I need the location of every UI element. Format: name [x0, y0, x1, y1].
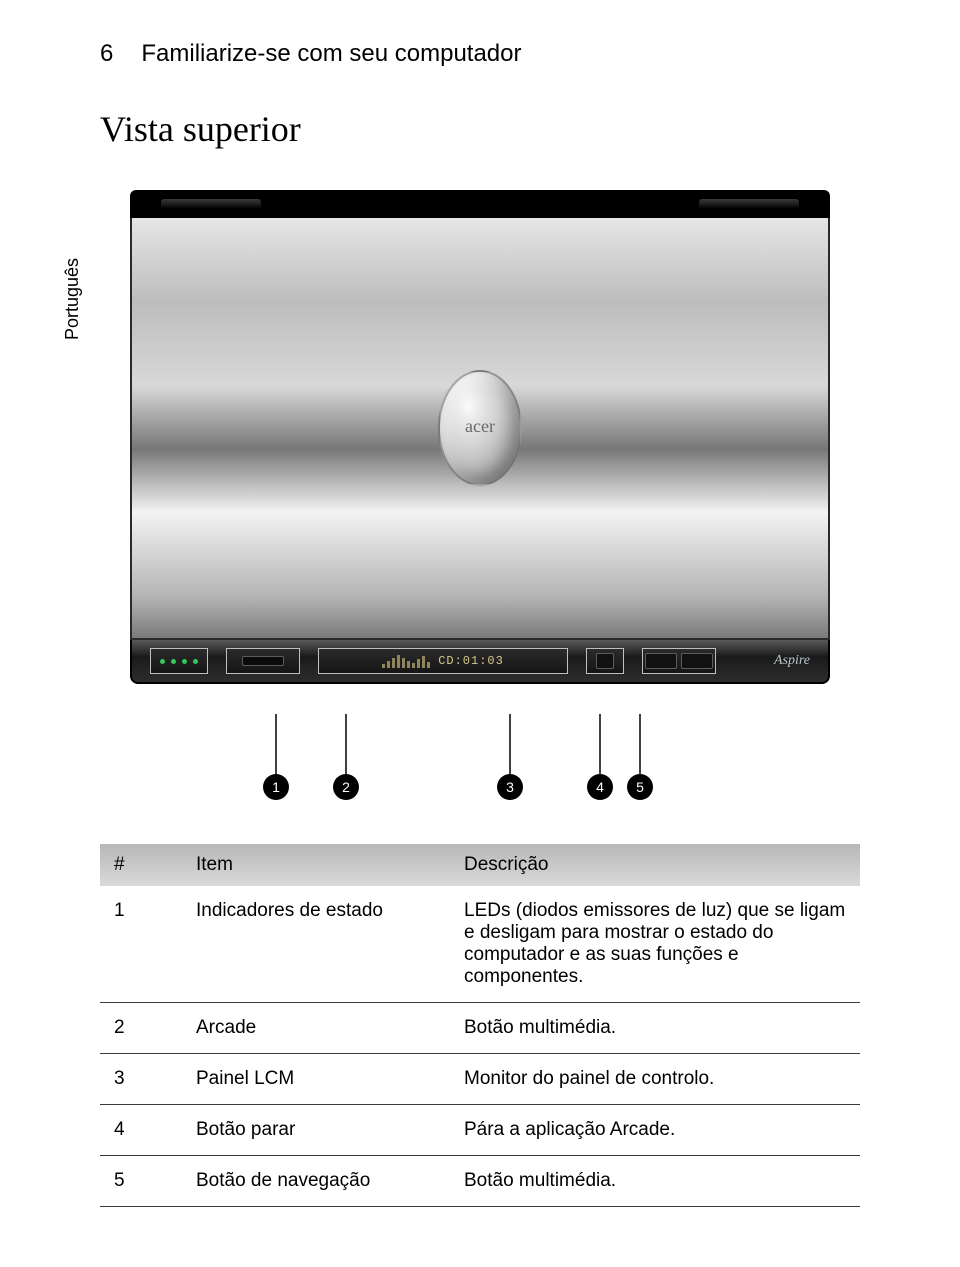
cell-item: Botão parar — [182, 1105, 450, 1156]
arcade-slot-icon — [242, 656, 284, 666]
section-title: Vista superior — [100, 108, 860, 150]
language-tab: Português — [62, 258, 83, 340]
cell-description: Botão multimédia. — [450, 1156, 860, 1207]
laptop-hinge — [130, 190, 830, 218]
led-dot-icon — [193, 659, 198, 664]
cell-item: Arcade — [182, 1003, 450, 1054]
status-leds — [150, 648, 208, 674]
chapter-title: Familiarize-se com seu computador — [141, 40, 521, 68]
callout-container: 1 2 3 45 — [130, 714, 830, 804]
brand-logo-badge: acer — [438, 370, 522, 486]
description-table: # Item Descrição 1Indicadores de estadoL… — [100, 844, 860, 1207]
front-brand-text: Aspire — [774, 653, 810, 669]
table-row: 4Botão pararPára a aplicação Arcade. — [100, 1105, 860, 1156]
table-row: 1Indicadores de estadoLEDs (diodos emiss… — [100, 886, 860, 1003]
cell-item: Indicadores de estado — [182, 886, 450, 1003]
led-dot-icon — [160, 659, 165, 664]
manual-page: 6 Familiarize-se com seu computador Vist… — [0, 0, 960, 1267]
arcade-button — [226, 648, 300, 674]
laptop-diagram: acer CD:01:03 — [130, 190, 830, 684]
callout-bubble: 3 — [497, 774, 523, 800]
laptop-front-panel: CD:01:03 Aspire — [130, 640, 830, 684]
cell-number: 4 — [100, 1105, 182, 1156]
lcm-bars-icon — [382, 654, 430, 668]
col-header-item: Item — [182, 844, 450, 886]
callout-lines — [130, 714, 830, 804]
brand-logo-text: acer — [465, 416, 495, 437]
nav-buttons — [642, 648, 716, 674]
cell-number: 1 — [100, 886, 182, 1003]
cell-item: Painel LCM — [182, 1054, 450, 1105]
nav-key-icon — [681, 653, 713, 669]
table-row: 5Botão de navegaçãoBotão multimédia. — [100, 1156, 860, 1207]
cell-description: Pára a aplicação Arcade. — [450, 1105, 860, 1156]
table-row: 2ArcadeBotão multimédia. — [100, 1003, 860, 1054]
cell-description: Monitor do painel de controlo. — [450, 1054, 860, 1105]
callout-bubble: 4 — [587, 774, 613, 800]
cell-description: LEDs (diodos emissores de luz) que se li… — [450, 886, 860, 1003]
led-dot-icon — [182, 659, 187, 664]
callout-bubble: 5 — [627, 774, 653, 800]
col-header-hash: # — [100, 844, 182, 886]
lcm-panel: CD:01:03 — [318, 648, 568, 674]
callout-bubble: 1 — [263, 774, 289, 800]
laptop-lid: acer — [130, 218, 830, 640]
led-dot-icon — [171, 659, 176, 664]
page-number: 6 — [100, 40, 113, 68]
cell-item: Botão de navegação — [182, 1156, 450, 1207]
stop-button — [586, 648, 624, 674]
cell-number: 5 — [100, 1156, 182, 1207]
nav-key-icon — [645, 653, 677, 669]
callout-bubble: 2 — [333, 774, 359, 800]
cell-number: 2 — [100, 1003, 182, 1054]
page-header: 6 Familiarize-se com seu computador — [100, 40, 860, 68]
table-body: 1Indicadores de estadoLEDs (diodos emiss… — [100, 886, 860, 1207]
table-row: 3Painel LCMMonitor do painel de controlo… — [100, 1054, 860, 1105]
cell-number: 3 — [100, 1054, 182, 1105]
table-header-row: # Item Descrição — [100, 844, 860, 886]
col-header-desc: Descrição — [450, 844, 860, 886]
lcm-text: CD:01:03 — [438, 654, 504, 668]
cell-description: Botão multimédia. — [450, 1003, 860, 1054]
stop-icon — [596, 653, 614, 669]
